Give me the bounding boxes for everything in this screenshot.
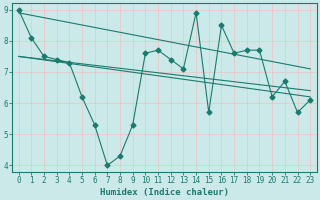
X-axis label: Humidex (Indice chaleur): Humidex (Indice chaleur)	[100, 188, 229, 197]
